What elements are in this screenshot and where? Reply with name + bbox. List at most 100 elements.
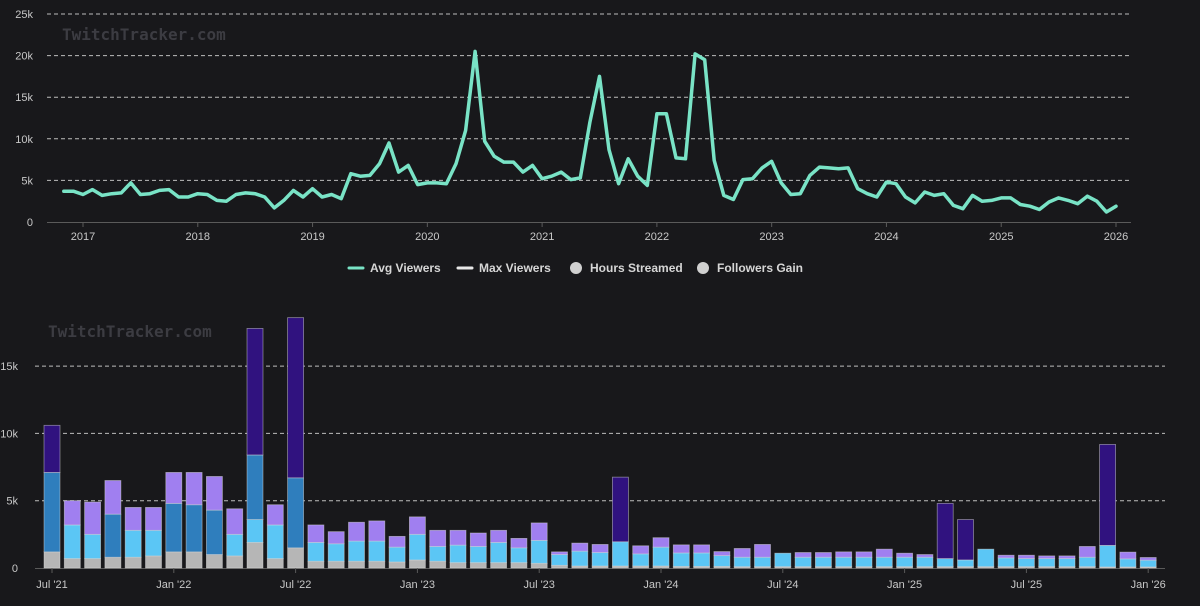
bar-stack[interactable] — [266, 504, 284, 569]
bar-segment-light-blue — [1099, 544, 1116, 568]
bar-stack[interactable] — [1038, 555, 1056, 569]
bar-stack[interactable] — [551, 551, 568, 569]
legend-max-viewers[interactable]: Max Viewers — [456, 261, 551, 275]
bar-stack[interactable] — [936, 502, 954, 569]
bar-stack[interactable] — [571, 542, 589, 569]
bar-segment-lilac — [1078, 546, 1096, 558]
bar-stack[interactable] — [1119, 551, 1137, 569]
bar-stack[interactable] — [429, 529, 447, 569]
x-tick-label: Jan '26 — [1131, 579, 1166, 591]
bar-stack[interactable] — [733, 548, 751, 569]
bar-stack[interactable] — [449, 529, 467, 569]
y-tick-label: 15k — [15, 92, 33, 104]
bar-stack[interactable] — [408, 516, 426, 569]
bar-stack[interactable] — [307, 524, 325, 569]
bar-stack[interactable] — [632, 545, 650, 569]
bar-segment-lilac — [1038, 555, 1056, 559]
x-tick-label: 2024 — [874, 231, 898, 243]
avg-viewers-line[interactable] — [62, 49, 1118, 214]
bar-stack[interactable] — [916, 554, 934, 569]
bar-stack[interactable] — [713, 551, 731, 569]
bar-segment-lilac — [388, 535, 406, 548]
bar-stack[interactable] — [246, 328, 264, 569]
bar-stack[interactable] — [896, 552, 913, 569]
bar-stack[interactable] — [693, 544, 710, 569]
bar-segment-lilac — [855, 551, 873, 558]
bar-stack[interactable] — [855, 551, 873, 569]
bar-stack[interactable] — [469, 532, 487, 569]
bar-stack[interactable] — [530, 522, 548, 569]
bar-stack[interactable] — [612, 476, 629, 569]
bar-segment-base — [185, 551, 203, 569]
bar-segment-light-blue — [145, 529, 162, 557]
bar-segment-base — [226, 555, 244, 569]
bar-stack[interactable] — [124, 507, 142, 569]
bar-stack[interactable] — [794, 552, 812, 569]
bar-segment-lilac — [835, 551, 853, 558]
bar-segment-lilac — [916, 554, 934, 558]
bar-stack[interactable] — [388, 535, 406, 569]
bar-stack[interactable] — [1058, 555, 1076, 569]
bar-stack[interactable] — [165, 472, 183, 569]
bar-stack[interactable] — [774, 552, 792, 569]
bar-segment-light-blue — [774, 552, 792, 568]
bar-segment-light-blue — [1058, 558, 1076, 568]
bar-stack[interactable] — [63, 500, 81, 569]
bar-segment-light-blue — [246, 519, 264, 543]
bar-segment-light-blue — [408, 533, 426, 561]
bar-stack[interactable] — [185, 472, 203, 569]
x-tick-label: Jan '23 — [400, 579, 435, 591]
bar-segment-light-blue — [957, 559, 974, 568]
bar-stack[interactable] — [226, 508, 244, 569]
bars-y-axis: 0 5k 10k 15k — [0, 361, 18, 575]
bar-stack[interactable] — [1078, 546, 1096, 569]
bar-segment-light-blue — [794, 556, 812, 568]
bar-segment-light-blue — [916, 556, 934, 568]
bar-stack[interactable] — [490, 529, 508, 569]
bar-stack[interactable] — [835, 551, 853, 569]
bar-segment-lilac — [1139, 557, 1157, 561]
bar-stack[interactable] — [43, 424, 61, 569]
bar-stack[interactable] — [1018, 554, 1035, 569]
bar-segment-light-blue — [733, 556, 751, 568]
bar-stack[interactable] — [672, 544, 690, 569]
bar-segment-mid-blue — [165, 502, 183, 553]
bar-stack[interactable] — [368, 520, 386, 569]
bar-stack[interactable] — [957, 519, 974, 569]
bar-segment-mid-blue — [205, 509, 223, 555]
bar-stack[interactable] — [104, 480, 122, 569]
legend-avg-viewers[interactable]: Avg Viewers — [347, 261, 441, 275]
bar-stack[interactable] — [348, 521, 365, 569]
bar-stack[interactable] — [1139, 557, 1157, 569]
bar-segment-light-blue — [429, 546, 447, 562]
bar-stack[interactable] — [510, 537, 528, 569]
bar-stack[interactable] — [875, 548, 893, 569]
x-tick-label: Jan '25 — [887, 579, 922, 591]
followers-gain-swatch-icon — [697, 262, 709, 274]
bar-stack[interactable] — [997, 554, 1015, 569]
bar-stack[interactable] — [84, 501, 101, 569]
bar-segment-lilac — [449, 529, 467, 546]
bar-segment-base — [510, 562, 528, 569]
bar-stack[interactable] — [145, 507, 162, 569]
bar-stack[interactable] — [591, 544, 609, 569]
x-tick-label: Jul '25 — [1011, 579, 1042, 591]
viewers-x-axis: 2017 2018 2019 2020 2021 2022 2023 2024 2025 2026 — [71, 222, 1128, 243]
bar-stack[interactable] — [652, 537, 670, 569]
bar-stack[interactable] — [287, 317, 305, 569]
bar-segment-light-blue — [388, 546, 406, 563]
bar-segment-light-blue — [1119, 558, 1137, 568]
bar-segment-light-blue — [591, 552, 609, 567]
legend-followers-gain[interactable]: Followers Gain — [697, 261, 803, 275]
bar-stack[interactable] — [754, 544, 771, 569]
bar-stack[interactable] — [815, 552, 832, 569]
x-tick-label: Jul '24 — [767, 579, 798, 591]
legend-hours-streamed[interactable]: Hours Streamed — [570, 261, 683, 275]
bar-stack[interactable] — [205, 476, 223, 569]
bar-stack[interactable] — [977, 548, 995, 569]
bar-stack[interactable] — [327, 531, 345, 569]
bar-stack[interactable] — [1099, 444, 1116, 569]
x-tick-label: Jul '23 — [523, 579, 554, 591]
bar-segment-light-blue — [875, 556, 893, 568]
